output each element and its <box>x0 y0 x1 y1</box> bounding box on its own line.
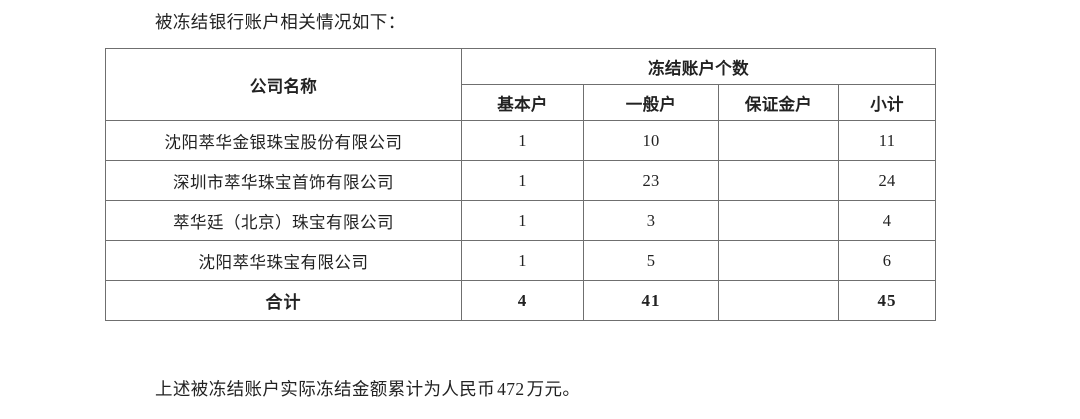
table-header-row-1: 公司名称 冻结账户个数 <box>105 48 936 121</box>
frozen-accounts-table: 公司名称 冻结账户个数 基本户 一般户 保证金户 小计 沈阳萃华金银珠宝股份有限… <box>105 48 936 321</box>
cell-total-general-account: 41 <box>583 280 719 321</box>
column-header-deposit-account: 保证金户 <box>718 84 839 121</box>
cell-company-name: 沈阳萃华金银珠宝股份有限公司 <box>105 120 462 161</box>
cell-general-account: 5 <box>583 240 719 281</box>
table-header: 公司名称 冻结账户个数 基本户 一般户 保证金户 小计 <box>105 48 936 121</box>
cell-total-basic-account: 4 <box>461 280 584 321</box>
table-row: 沈阳萃华珠宝有限公司 1 5 6 <box>105 240 936 281</box>
column-header-subtotal: 小计 <box>838 84 936 121</box>
column-header-group-frozen-count: 冻结账户个数 <box>461 48 936 85</box>
cell-deposit-account <box>718 120 839 161</box>
column-header-general-account: 一般户 <box>583 84 719 121</box>
cell-subtotal: 11 <box>838 120 936 161</box>
column-header-company-name: 公司名称 <box>105 48 462 121</box>
cell-deposit-account <box>718 160 839 201</box>
cell-basic-account: 1 <box>461 120 584 161</box>
cell-basic-account: 1 <box>461 200 584 241</box>
cell-subtotal: 24 <box>838 160 936 201</box>
cell-deposit-account <box>718 200 839 241</box>
cell-subtotal: 4 <box>838 200 936 241</box>
cell-company-name: 沈阳萃华珠宝有限公司 <box>105 240 462 281</box>
cell-total-subtotal: 45 <box>838 280 936 321</box>
table-header-row-2: 基本户 一般户 保证金户 小计 <box>106 84 936 121</box>
table-row: 沈阳萃华金银珠宝股份有限公司 1 10 11 <box>105 120 936 161</box>
table-row: 深圳市萃华珠宝首饰有限公司 1 23 24 <box>105 160 936 201</box>
cell-subtotal: 6 <box>838 240 936 281</box>
frozen-accounts-table-container: 公司名称 冻结账户个数 基本户 一般户 保证金户 小计 沈阳萃华金银珠宝股份有限… <box>105 48 936 321</box>
cell-deposit-account <box>718 240 839 281</box>
cell-total-deposit-account <box>718 280 839 321</box>
cell-company-name: 萃华廷（北京）珠宝有限公司 <box>105 200 462 241</box>
cell-basic-account: 1 <box>461 160 584 201</box>
table-body: 沈阳萃华金银珠宝股份有限公司 1 10 11 深圳市萃华珠宝首饰有限公司 1 2… <box>105 120 936 321</box>
cell-total-label: 合计 <box>105 280 462 321</box>
cell-general-account: 3 <box>583 200 719 241</box>
cell-basic-account: 1 <box>461 240 584 281</box>
footer-suffix-text: 万元。 <box>526 379 581 399</box>
intro-paragraph: 被冻结银行账户相关情况如下： <box>155 12 406 32</box>
footer-paragraph: 上述被冻结账户实际冻结金额累计为人民币 472 万元。 <box>155 375 580 403</box>
table-total-row: 合计 4 41 45 <box>105 280 936 321</box>
cell-company-name: 深圳市萃华珠宝首饰有限公司 <box>105 160 462 201</box>
table-row: 萃华廷（北京）珠宝有限公司 1 3 4 <box>105 200 936 241</box>
footer-prefix-text: 上述被冻结账户实际冻结金额累计为人民币 <box>155 379 496 399</box>
cell-general-account: 10 <box>583 120 719 161</box>
column-header-basic-account: 基本户 <box>461 84 584 121</box>
cell-general-account: 23 <box>583 160 719 201</box>
footer-amount-value: 472 <box>497 379 525 399</box>
